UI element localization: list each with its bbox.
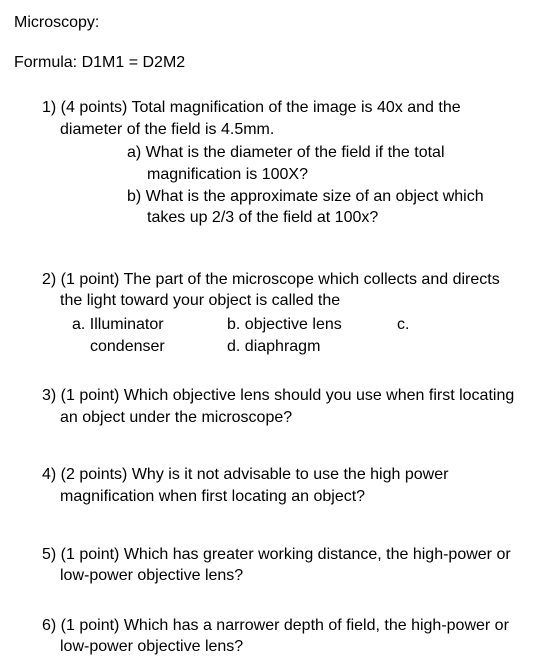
question-1a: a) What is the diameter of the field if … bbox=[127, 142, 521, 185]
question-2: 2) (1 point) The part of the microscope … bbox=[14, 269, 521, 357]
question-2-text: 2) (1 point) The part of the microscope … bbox=[42, 269, 521, 312]
question-5: 5) (1 point) Which has greater working d… bbox=[14, 544, 521, 587]
question-3-text: 3) (1 point) Which objective lens should… bbox=[42, 385, 521, 428]
question-1-sublist: a) What is the diameter of the field if … bbox=[42, 142, 521, 228]
question-1b: b) What is the approximate size of an ob… bbox=[127, 186, 521, 229]
choice-empty bbox=[397, 336, 521, 358]
question-1-text: 1) (4 points) Total magnification of the… bbox=[42, 97, 521, 140]
choice-d: d. diaphragm bbox=[227, 336, 397, 358]
choice-c: c. bbox=[397, 314, 521, 336]
choice-a-line1: a. Illuminator bbox=[72, 314, 227, 336]
question-4-text: 4) (2 points) Why is it not advisable to… bbox=[42, 464, 521, 507]
question-1: 1) (4 points) Total magnification of the… bbox=[14, 97, 521, 229]
question-3: 3) (1 point) Which objective lens should… bbox=[14, 385, 521, 428]
section-title: Microscopy: bbox=[14, 12, 521, 34]
question-5-text: 5) (1 point) Which has greater working d… bbox=[42, 544, 521, 587]
question-6-text: 6) (1 point) Which has a narrower depth … bbox=[42, 615, 521, 658]
question-4: 4) (2 points) Why is it not advisable to… bbox=[14, 464, 521, 507]
question-2-choices: a. Illuminator b. objective lens c. cond… bbox=[42, 314, 521, 357]
formula: Formula: D1M1 = D2M2 bbox=[14, 52, 521, 74]
question-6: 6) (1 point) Which has a narrower depth … bbox=[14, 615, 521, 658]
choice-b: b. objective lens bbox=[227, 314, 397, 336]
choice-a-line2: condenser bbox=[72, 336, 227, 358]
